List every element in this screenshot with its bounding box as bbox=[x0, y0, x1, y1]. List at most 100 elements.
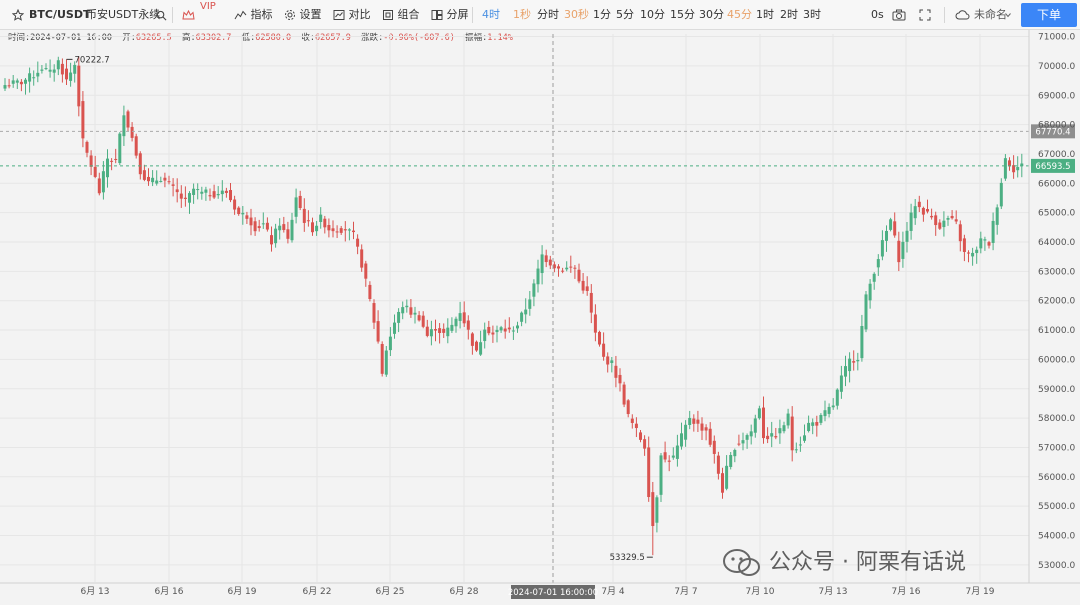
candle-body bbox=[807, 422, 811, 432]
candle-body bbox=[196, 189, 200, 191]
x-tick-label: 7月 16 bbox=[891, 586, 920, 597]
vip-label[interactable]: VIP bbox=[200, 1, 216, 12]
layout-name[interactable]: 未命名 bbox=[974, 8, 1007, 21]
candle-body bbox=[282, 224, 286, 231]
crown-icon[interactable] bbox=[182, 0, 195, 30]
y-tick-label: 66000.0 bbox=[1038, 179, 1075, 189]
interval-1s[interactable]: 1秒 bbox=[513, 8, 531, 21]
candle-body bbox=[819, 414, 823, 423]
interval-30m[interactable]: 30分 bbox=[699, 8, 724, 21]
camera-icon[interactable] bbox=[892, 0, 906, 30]
candle-body bbox=[44, 68, 48, 70]
candle-body bbox=[270, 235, 273, 245]
candlestick-chart[interactable]: 2024-07-01 16:00:00 67770.4 66593.5 70222.7… bbox=[0, 30, 1080, 605]
x-tick-label: 7月 4 bbox=[601, 586, 625, 597]
interval-15m[interactable]: 15分 bbox=[670, 8, 695, 21]
overlays: 2024-07-01 16:00:00 67770.4 66593.5 70222.7… bbox=[0, 34, 1075, 599]
interval-30s[interactable]: 30秒 bbox=[564, 8, 589, 21]
favorite-star-icon[interactable] bbox=[11, 0, 25, 30]
candle-body bbox=[347, 229, 351, 231]
candle-body bbox=[302, 208, 306, 223]
y-tick-label: 64000.0 bbox=[1038, 238, 1075, 248]
candle-body bbox=[823, 410, 827, 417]
candle-body bbox=[97, 178, 101, 194]
interval-1h[interactable]: 1时 bbox=[756, 8, 774, 21]
interval-1m[interactable]: 1分 bbox=[593, 8, 611, 21]
candle-body bbox=[958, 224, 962, 242]
watermark: 公众号 · 阿栗有话说 bbox=[722, 545, 966, 581]
search-icon[interactable] bbox=[156, 0, 167, 30]
candle-body bbox=[786, 413, 790, 426]
candle-body bbox=[265, 222, 269, 230]
candle-body bbox=[934, 215, 938, 226]
candle-body bbox=[343, 229, 347, 231]
candle-body bbox=[962, 238, 966, 252]
candle-body bbox=[680, 433, 683, 447]
x-tick-label: 6月 25 bbox=[375, 586, 404, 597]
candle-body bbox=[28, 73, 32, 82]
candle-body bbox=[319, 214, 323, 222]
candle-body bbox=[815, 421, 819, 426]
candle-body bbox=[573, 267, 577, 269]
interval-2h[interactable]: 2时 bbox=[780, 8, 798, 21]
candle-body bbox=[155, 180, 159, 184]
candle-body bbox=[598, 331, 601, 345]
interval-10m[interactable]: 10分 bbox=[640, 8, 665, 21]
candle-body bbox=[483, 329, 487, 342]
candle-body bbox=[794, 449, 798, 451]
symbol-name[interactable]: BTC/USDT bbox=[29, 8, 91, 21]
candle-body bbox=[401, 307, 405, 314]
y-tick-label: 65000.0 bbox=[1038, 209, 1075, 219]
candle-body bbox=[999, 182, 1003, 207]
candle-body bbox=[122, 115, 126, 137]
candle-body bbox=[548, 259, 552, 266]
settings-button[interactable]: 设置 bbox=[284, 0, 322, 30]
combine-button[interactable]: 组合 bbox=[382, 0, 420, 30]
candle-body bbox=[696, 419, 700, 424]
candle-body bbox=[967, 252, 970, 254]
fullscreen-icon[interactable] bbox=[919, 0, 931, 30]
candle-body bbox=[946, 218, 950, 220]
indicators-button[interactable]: 指标 bbox=[234, 0, 273, 30]
exchange-name[interactable]: 币安USDT永续 bbox=[86, 8, 161, 21]
ohlc-close: 62657.9 bbox=[315, 33, 351, 43]
compare-button[interactable]: 对比 bbox=[333, 0, 371, 30]
candle-body bbox=[118, 133, 122, 164]
order-button[interactable]: 下单 bbox=[1021, 3, 1077, 27]
y-tick-label: 70000.0 bbox=[1038, 62, 1075, 72]
candle-body bbox=[438, 328, 442, 334]
candle-body bbox=[528, 299, 532, 309]
candle-body bbox=[356, 238, 360, 247]
candle-body bbox=[544, 255, 548, 263]
interval-45m[interactable]: 45分 bbox=[727, 8, 752, 21]
candle-body bbox=[384, 350, 388, 375]
candle-body bbox=[175, 189, 179, 193]
candle-body bbox=[1016, 167, 1020, 171]
interval-4h[interactable]: 4时 bbox=[482, 8, 500, 21]
y-tick-label: 59000.0 bbox=[1038, 385, 1075, 395]
ohlc-amplitude: 1.14% bbox=[487, 33, 513, 43]
interval-line[interactable]: 分时 bbox=[537, 8, 559, 21]
interval-3h[interactable]: 3时 bbox=[803, 8, 821, 21]
candle-body bbox=[458, 313, 462, 321]
candle-body bbox=[848, 358, 852, 372]
candle-body bbox=[589, 292, 593, 313]
x-tick-label: 6月 22 bbox=[302, 586, 331, 597]
y-tick-label: 62000.0 bbox=[1038, 297, 1075, 307]
candle-body bbox=[602, 343, 606, 357]
split-screen-button[interactable]: 分屏 bbox=[431, 0, 469, 30]
candle-body bbox=[552, 264, 556, 269]
candle-body bbox=[872, 273, 876, 282]
chevron-down-icon[interactable] bbox=[1004, 0, 1012, 30]
candle-body bbox=[450, 324, 454, 331]
y-tick-label: 71000.0 bbox=[1038, 33, 1075, 43]
candle-body bbox=[208, 195, 212, 197]
candle-body bbox=[618, 374, 622, 384]
candle-body bbox=[261, 223, 265, 225]
cloud-icon[interactable] bbox=[955, 0, 970, 30]
candle-body bbox=[511, 330, 515, 332]
candle-body bbox=[860, 326, 864, 359]
axes: 71000.0 70000.0 69000.0 68000.0 67000.0 66000… bbox=[0, 30, 1080, 597]
candle-body bbox=[622, 384, 626, 405]
interval-5m[interactable]: 5分 bbox=[616, 8, 634, 21]
